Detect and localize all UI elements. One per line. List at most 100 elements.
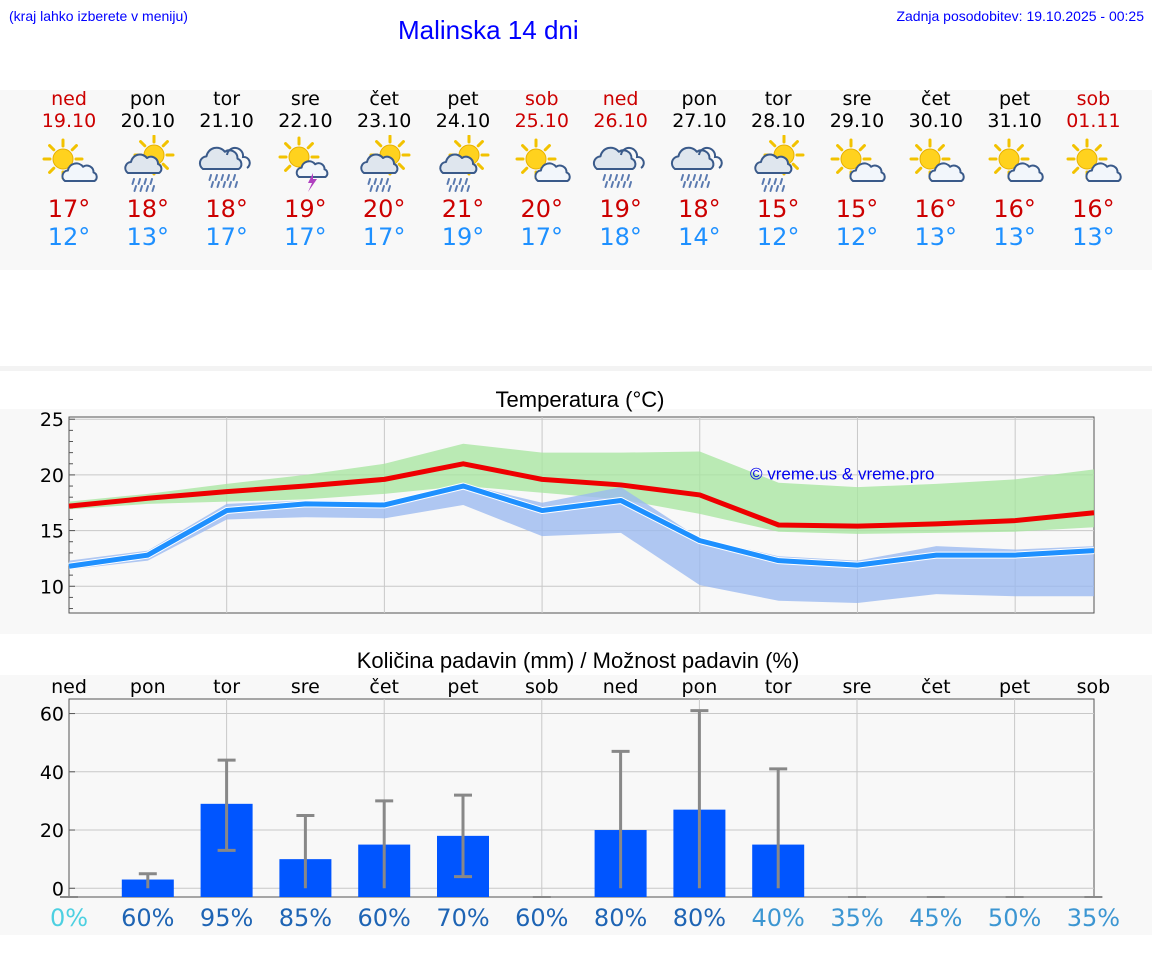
sun-cloud-icon — [1066, 138, 1123, 182]
precip-chance: 60% — [515, 904, 569, 932]
day-name: tor — [213, 88, 241, 110]
forecast-day-0: ned 19.10 17° 12° — [29, 88, 109, 251]
precip-chance: 50% — [987, 904, 1042, 932]
day-name: čet — [921, 88, 951, 110]
forecast-day-3: sre 22.10 19° 17° — [265, 88, 345, 251]
sun-cloud-rain-icon — [439, 135, 490, 192]
day-name: sre — [290, 88, 320, 110]
max-temp: 18° — [205, 195, 248, 223]
precip-day-label: ned — [602, 676, 639, 698]
forecast-day-11: čet 30.10 16° 13° — [896, 88, 976, 251]
precip-day-label: sob — [1076, 676, 1111, 698]
min-temp: 13° — [993, 223, 1036, 251]
sun-cloud-icon — [515, 138, 571, 182]
precip-chance: 60% — [121, 904, 175, 932]
precip-day-label: pon — [681, 676, 718, 698]
day-name: tor — [764, 88, 792, 110]
forecast-day-1: pon 20.10 18° 13° — [108, 88, 188, 251]
y-tick-label: 40 — [40, 762, 64, 784]
precipitation-chart: 0 20 40 60 — [40, 698, 1103, 900]
last-updated: Zadnja posodobitev: 19.10.2025 - 00:25 — [896, 8, 1144, 24]
min-temp: 12° — [756, 223, 800, 251]
min-temp: 17° — [205, 223, 248, 251]
max-temp: 16° — [993, 195, 1036, 223]
day-date: 24.10 — [435, 110, 491, 132]
precip-chance: 70% — [436, 904, 490, 932]
min-temp: 12° — [47, 223, 91, 251]
precip-day-label: tor — [213, 676, 241, 698]
day-date: 23.10 — [356, 110, 412, 132]
precip-day-label: pon — [129, 676, 166, 698]
day-name: ned — [602, 88, 639, 110]
day-date: 21.10 — [199, 110, 254, 132]
y-tick-label: 10 — [40, 576, 64, 598]
day-date: 28.10 — [750, 110, 806, 132]
min-temp: 13° — [914, 223, 958, 251]
sun-cloud-thunder-icon — [278, 136, 329, 192]
precip-day-label: čet — [921, 676, 951, 698]
day-date: 29.10 — [829, 110, 885, 132]
forecast-day-13: sob 01.11 16° 13° — [1053, 88, 1133, 251]
temperature-chart-title: Temperatura (°C) — [495, 387, 665, 412]
precipitation-chart-title: Količina padavin (mm) / Možnost padavin … — [356, 648, 800, 673]
day-name: sob — [525, 88, 559, 110]
day-name: pon — [129, 88, 166, 110]
precip-chance: 35% — [1066, 904, 1121, 932]
precip-day-label: ned — [51, 676, 87, 698]
forecast-day-10: sre 29.10 15° 12° — [817, 88, 897, 251]
max-temp: 20° — [362, 195, 406, 223]
max-temp: 15° — [835, 195, 879, 223]
y-tick-label: 20 — [40, 820, 64, 842]
y-tick-label: 60 — [40, 704, 64, 726]
precip-chance: 60% — [357, 904, 411, 932]
day-date: 27.10 — [672, 110, 727, 132]
y-tick-label: 15 — [40, 521, 64, 543]
region-hint[interactable]: (kraj lahko izberete v meniju) — [9, 8, 188, 24]
precip-day-label: sob — [525, 676, 559, 698]
day-date: 26.10 — [593, 110, 648, 132]
max-temp: 19° — [284, 195, 327, 223]
page-title: Malinska 14 dni — [398, 15, 579, 45]
precip-day-label: sre — [290, 676, 320, 698]
cloud-rain-icon — [671, 146, 724, 188]
precip-chance: 80% — [672, 904, 727, 932]
precip-chance: 95% — [199, 904, 254, 932]
precip-chance: 35% — [830, 904, 884, 932]
day-name: sre — [842, 88, 872, 110]
sun-cloud-rain-icon — [124, 135, 175, 192]
forecast-day-5: pet 24.10 21° 19° — [423, 88, 503, 251]
day-date: 25.10 — [514, 110, 569, 132]
precip-chance: 85% — [278, 904, 333, 932]
forecast-day-8: pon 27.10 18° 14° — [659, 88, 739, 251]
forecast-day-12: pet 31.10 16° 13° — [975, 88, 1055, 251]
day-date: 01.11 — [1066, 110, 1121, 132]
precip-day-label: pet — [447, 676, 479, 698]
precip-day-label: pet — [998, 676, 1031, 698]
forecast-day-2: tor 21.10 18° 17° — [187, 88, 267, 251]
max-temp: 17° — [47, 195, 91, 223]
min-temp: 17° — [284, 223, 327, 251]
precip-day-label: tor — [764, 676, 792, 698]
max-temp: 18° — [678, 195, 721, 223]
watermark: © vreme.us & vreme.pro — [750, 464, 934, 483]
max-temp: 20° — [520, 195, 564, 223]
min-temp: 17° — [362, 223, 406, 251]
y-tick-label: 25 — [40, 409, 64, 431]
sun-cloud-icon — [830, 138, 886, 182]
y-tick-label: 20 — [40, 465, 64, 487]
forecast-day-7: ned 26.10 19° 18° — [581, 88, 661, 251]
min-temp: 18° — [599, 223, 642, 251]
day-name: čet — [369, 88, 399, 110]
max-temp: 21° — [441, 195, 485, 223]
y-tick-label: 0 — [52, 878, 64, 900]
forecast-day-9: tor 28.10 15° 12° — [738, 88, 818, 251]
min-temp: 19° — [441, 223, 485, 251]
precip-chance: 40% — [751, 904, 805, 932]
temperature-chart: 10 15 20 25 © vreme.us & vreme.pro — [40, 409, 1095, 614]
precip-chance: 0% — [49, 904, 89, 932]
max-temp: 16° — [1072, 195, 1115, 223]
min-temp: 17° — [520, 223, 564, 251]
day-name: sob — [1076, 88, 1111, 110]
min-temp: 13° — [126, 223, 170, 251]
cloud-rain-icon — [198, 146, 251, 188]
